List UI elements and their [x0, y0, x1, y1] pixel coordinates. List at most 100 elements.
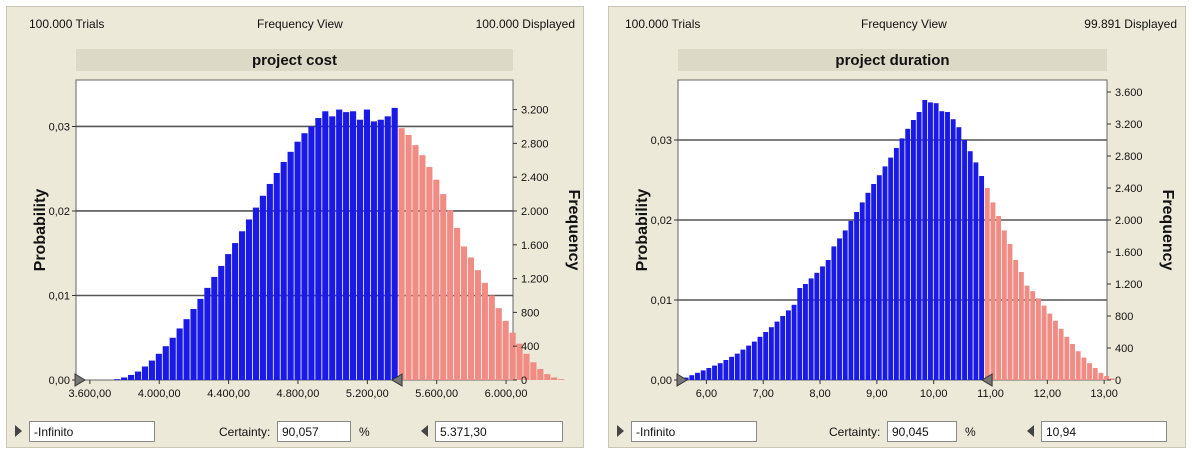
histogram-bar: [405, 134, 412, 380]
lower-bound-arrow-icon[interactable]: [15, 425, 22, 437]
percent-label: %: [359, 425, 370, 439]
y-tick-label: 0,02: [49, 206, 70, 218]
histogram-bar: [273, 172, 280, 380]
lower-bound-arrow-icon[interactable]: [617, 425, 624, 437]
histogram-bar: [984, 188, 990, 380]
x-tick-label: 4.000,00: [138, 388, 181, 400]
histogram-bar: [336, 109, 343, 381]
histogram-bar: [218, 265, 225, 380]
histogram-bar: [865, 192, 871, 380]
y2-tick-label: 1.200: [521, 274, 549, 286]
histogram-bar: [768, 327, 774, 380]
histogram-bar: [1013, 260, 1019, 380]
histogram-bar: [780, 316, 786, 380]
histogram-bar: [729, 356, 735, 380]
histogram-bar: [322, 111, 329, 380]
y2-tick-label: 400: [521, 341, 539, 353]
histogram-bar: [343, 112, 350, 381]
histogram-bar: [1024, 285, 1030, 380]
histogram-bar: [287, 151, 294, 380]
histogram-bar: [1041, 305, 1047, 380]
chart-panel-project-cost: 100.000 Trials Frequency View 100.000 Di…: [6, 6, 584, 448]
histogram-bar: [114, 379, 121, 380]
upper-bound-input[interactable]: 10,94: [1041, 421, 1167, 442]
y2-tick-label: 2.000: [521, 206, 549, 218]
y2-tick-label: 2.000: [1115, 215, 1143, 227]
histogram-bar: [363, 109, 371, 381]
histogram-bar: [1081, 357, 1087, 380]
x-tick-label: 3.600,00: [68, 388, 111, 400]
histogram-bar: [820, 266, 825, 380]
histogram-bar: [1104, 376, 1110, 380]
histogram-bar: [169, 337, 176, 380]
histogram-chart: project duration 0,00 0,01 0,02 0,03 0 400 800 1…: [634, 49, 1176, 400]
histogram-bar: [956, 127, 962, 380]
histogram-bar: [190, 309, 197, 380]
certainty-input[interactable]: 90,057: [277, 421, 351, 442]
histogram-bar: [695, 372, 700, 380]
y-tick-label: 0,00: [49, 375, 70, 387]
y-tick-label: 0,02: [651, 215, 672, 227]
x-tick-label: 6,00: [696, 388, 717, 400]
histogram-bar: [558, 379, 565, 380]
histogram-bar: [922, 100, 928, 380]
histogram-bar: [488, 295, 495, 380]
lower-bound-input[interactable]: -Infinito: [29, 421, 155, 442]
y2-tick-label: 0: [521, 375, 527, 387]
histogram-bar: [308, 126, 315, 380]
y-tick-label: 0,03: [49, 121, 70, 133]
x-tick-label: 4.400,00: [207, 388, 250, 400]
histogram-bar: [1001, 230, 1007, 380]
upper-bound-arrow-icon[interactable]: [421, 425, 428, 437]
histogram-bar: [141, 366, 149, 380]
histogram-bar: [377, 119, 384, 380]
certainty-input[interactable]: 90,045: [887, 421, 957, 442]
histogram-bar: [831, 246, 837, 380]
x-tick-label: 13,00: [1090, 388, 1118, 400]
y2-tick-label: 3.200: [521, 105, 549, 117]
y-tick-label: 0,00: [651, 375, 672, 387]
histogram-bar: [329, 116, 336, 381]
upper-bound-arrow-icon[interactable]: [1027, 425, 1034, 437]
lower-marker-icon: [74, 373, 86, 387]
histogram-bar: [259, 195, 266, 380]
histogram-bar: [1035, 298, 1041, 380]
histogram-bar: [859, 202, 865, 380]
histogram-bar: [315, 118, 322, 380]
histogram-bar: [266, 183, 273, 380]
histogram-bar: [1092, 368, 1098, 380]
histogram-bar: [474, 270, 481, 380]
trials-count: 100.000 Trials: [625, 17, 701, 31]
histogram-bar: [440, 194, 447, 380]
histogram-bar: [996, 216, 1002, 380]
histogram-bar: [495, 308, 502, 380]
x-tick-label: 7,00: [753, 388, 774, 400]
lower-bound-input[interactable]: -Infinito: [631, 421, 757, 442]
histogram-bar: [1098, 372, 1104, 380]
histogram-bar: [148, 360, 155, 380]
y2-tick-label: 0: [1115, 375, 1121, 387]
histogram-bar: [973, 162, 979, 380]
histogram-bar: [825, 260, 831, 380]
x-tick-label: 11,00: [977, 388, 1004, 400]
histogram-bar: [454, 227, 461, 380]
x-tick-label: 12,00: [1034, 388, 1062, 400]
histogram-bar: [814, 272, 820, 380]
y-tick-label: 0,01: [651, 295, 672, 307]
histogram-bar: [412, 145, 419, 380]
histogram-bar: [551, 377, 558, 380]
histogram-bar: [1109, 378, 1115, 380]
title-strip: [76, 49, 513, 71]
histogram-bar: [433, 179, 440, 380]
displayed-count: 99.891 Displayed: [1084, 17, 1177, 31]
histogram-bar: [121, 377, 128, 380]
histogram-bar: [842, 230, 848, 380]
histogram-chart: project cost 0,00 0,01 0,02 0,03 0 400 800 1.200…: [32, 49, 582, 400]
y2-tick-label: 400: [1115, 343, 1133, 355]
y-axis-title: Probability: [32, 189, 49, 272]
upper-bound-input[interactable]: 5.371,30: [435, 421, 563, 442]
histogram-bar: [933, 103, 939, 380]
y2-tick-label: 3.200: [1115, 119, 1143, 131]
histogram-bar: [370, 121, 377, 380]
histogram-bar: [746, 345, 752, 380]
